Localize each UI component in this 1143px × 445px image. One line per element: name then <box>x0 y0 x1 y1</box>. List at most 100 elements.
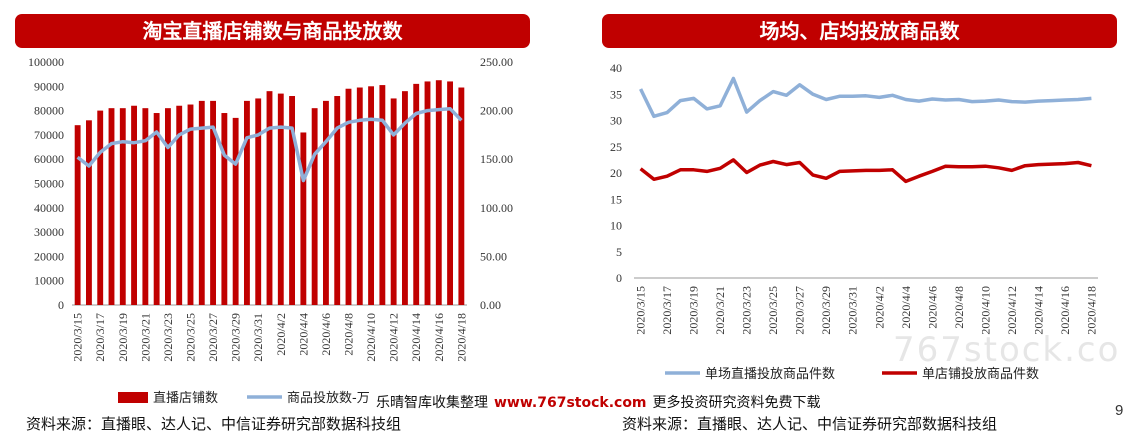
y-tick-label: 30 <box>610 114 622 128</box>
x-tick-label: 2020/4/2 <box>872 286 886 329</box>
x-tick-label: 2020/3/31 <box>846 286 860 335</box>
x-tick-label: 2020/4/18 <box>1084 286 1098 335</box>
y-tick-label: 25 <box>610 140 622 154</box>
x-tick-label: 2020/3/25 <box>184 313 198 362</box>
y-left-tick-label: 20000 <box>34 249 64 263</box>
y-tick-label: 40 <box>610 61 622 75</box>
right-chart: 0 5 10 15 20 25 30 35 40 2020/3/15 2020/3/17 2020/3… <box>610 61 1098 382</box>
bar-shop-count <box>153 113 160 305</box>
x-tick-label: 2020/3/29 <box>819 286 833 335</box>
x-tick-label: 2020/3/15 <box>634 286 648 335</box>
y-left-tick-label: 40000 <box>34 201 64 215</box>
x-tick-label: 2020/3/23 <box>740 286 754 335</box>
y-left-tick-label: 100000 <box>28 55 64 69</box>
y-left-tick-label: 80000 <box>34 104 64 118</box>
x-tick-label: 2020/3/29 <box>229 313 243 362</box>
bar-shop-count <box>74 125 81 306</box>
x-tick-label: 2020/3/21 <box>138 313 152 362</box>
y-right-tick-label: 150.00 <box>480 152 513 166</box>
x-tick-label: 2020/4/14 <box>1031 286 1045 335</box>
x-tick-label: 2020/3/25 <box>766 286 780 335</box>
y-tick-label: 5 <box>616 245 622 259</box>
bar-shop-count <box>119 108 126 305</box>
x-tick-label: 2020/3/23 <box>161 313 175 362</box>
y-right-tick-label: 0.00 <box>480 298 501 312</box>
y-left-tick-label: 60000 <box>34 152 64 166</box>
watermark-left-text: 乐晴智库收集整理 <box>376 395 488 411</box>
x-tick-label: 2020/4/8 <box>342 313 356 356</box>
left-source-note: 资料来源：直播眼、达人记、中信证券研究部数据科技组 <box>26 415 402 433</box>
x-tick-label: 2020/4/12 <box>387 313 401 362</box>
legend-swatch-bar <box>118 392 148 403</box>
legend-label-per-shop: 单店铺投放商品件数 <box>922 366 1039 382</box>
watermark-bar: 乐晴智库收集整理 www.767stock.com 更多投资研究资料免费下载 <box>376 392 821 412</box>
y-left-tick-label: 90000 <box>34 79 64 93</box>
watermark-right-text: 更多投资研究资料免费下载 <box>652 395 821 411</box>
series-line-per-shop <box>639 158 1092 184</box>
y-right-tick-label: 100.00 <box>480 201 513 215</box>
bar-shop-count <box>356 87 363 305</box>
watermark-url[interactable]: www.767stock.com <box>494 395 647 411</box>
left-chart: 0 10000 20000 30000 40000 50000 60000 70000 8000… <box>28 55 513 406</box>
y-tick-label: 35 <box>610 87 622 101</box>
bar-shop-count <box>164 108 171 305</box>
x-tick-label: 2020/4/4 <box>296 313 310 356</box>
x-tick-label: 2020/4/10 <box>978 286 992 335</box>
y-right-tick-label: 50.00 <box>480 249 507 263</box>
y-left-tick-label: 10000 <box>34 274 64 288</box>
right-source-note: 资料来源：直播眼、达人记、中信证券研究部数据科技组 <box>622 415 998 433</box>
bar-shop-count <box>447 81 454 305</box>
x-tick-label: 2020/4/14 <box>409 313 423 362</box>
bar-shop-count <box>413 83 420 306</box>
bar-shop-count <box>176 105 183 306</box>
x-tick-label: 2020/4/2 <box>274 313 288 356</box>
bar-shop-count <box>97 110 104 305</box>
legend-label-per-session: 单场直播投放商品件数 <box>705 366 835 382</box>
bar-shop-count <box>289 96 296 306</box>
bar-shop-count <box>187 104 194 306</box>
x-tick-label: 2020/3/19 <box>116 313 130 362</box>
x-tick-label: 2020/4/16 <box>1058 286 1072 335</box>
series-line-products <box>76 106 463 183</box>
watermark-faint: 767stock.co <box>893 330 1121 370</box>
y-tick-label: 10 <box>610 219 622 233</box>
page-number: 9 <box>1115 402 1124 419</box>
bar-shop-count <box>277 93 284 305</box>
x-tick-label: 2020/4/4 <box>899 286 913 329</box>
bar-shop-count <box>401 91 408 305</box>
bar-shop-count <box>221 113 228 305</box>
bar-shop-count <box>390 98 397 305</box>
right-chart-title: 场均、店均投放商品数 <box>602 14 1117 48</box>
bar-shop-count <box>368 86 375 305</box>
x-tick-label: 2020/4/6 <box>319 313 333 356</box>
series-line-per-session <box>639 76 1092 119</box>
left-chart-title: 淘宝直播店铺数与商品投放数 <box>15 14 530 48</box>
bar-shop-count <box>424 81 431 305</box>
bar-shop-count <box>311 108 318 305</box>
x-tick-label: 2020/4/8 <box>952 286 966 329</box>
y-tick-label: 0 <box>616 271 622 285</box>
y-left-tick-label: 0 <box>58 298 64 312</box>
y-right-tick-label: 250.00 <box>480 55 513 69</box>
x-tick-label: 2020/3/15 <box>71 313 85 362</box>
bar-shop-count <box>198 100 205 305</box>
bar-shop-count <box>334 96 341 306</box>
legend-label-line: 商品投放数-万 <box>287 390 370 406</box>
bar-shop-count <box>300 132 307 305</box>
x-tick-label: 2020/4/18 <box>454 313 468 362</box>
legend-label-bar: 直播店铺数 <box>153 391 218 406</box>
bar-shop-count <box>435 80 442 305</box>
x-tick-label: 2020/3/17 <box>93 313 107 362</box>
x-tick-label: 2020/3/21 <box>713 286 727 335</box>
bar-shop-count <box>85 120 92 305</box>
bar-shop-count <box>322 100 329 305</box>
y-left-tick-label: 30000 <box>34 225 64 239</box>
x-tick-label: 2020/3/27 <box>793 286 807 335</box>
bar-shop-count <box>210 100 217 305</box>
y-tick-label: 20 <box>610 166 622 180</box>
x-tick-label: 2020/4/6 <box>925 286 939 329</box>
bar-shop-count <box>458 87 465 305</box>
y-left-tick-label: 70000 <box>34 128 64 142</box>
bar-shop-count <box>345 88 352 305</box>
bar-shop-count <box>108 108 115 305</box>
